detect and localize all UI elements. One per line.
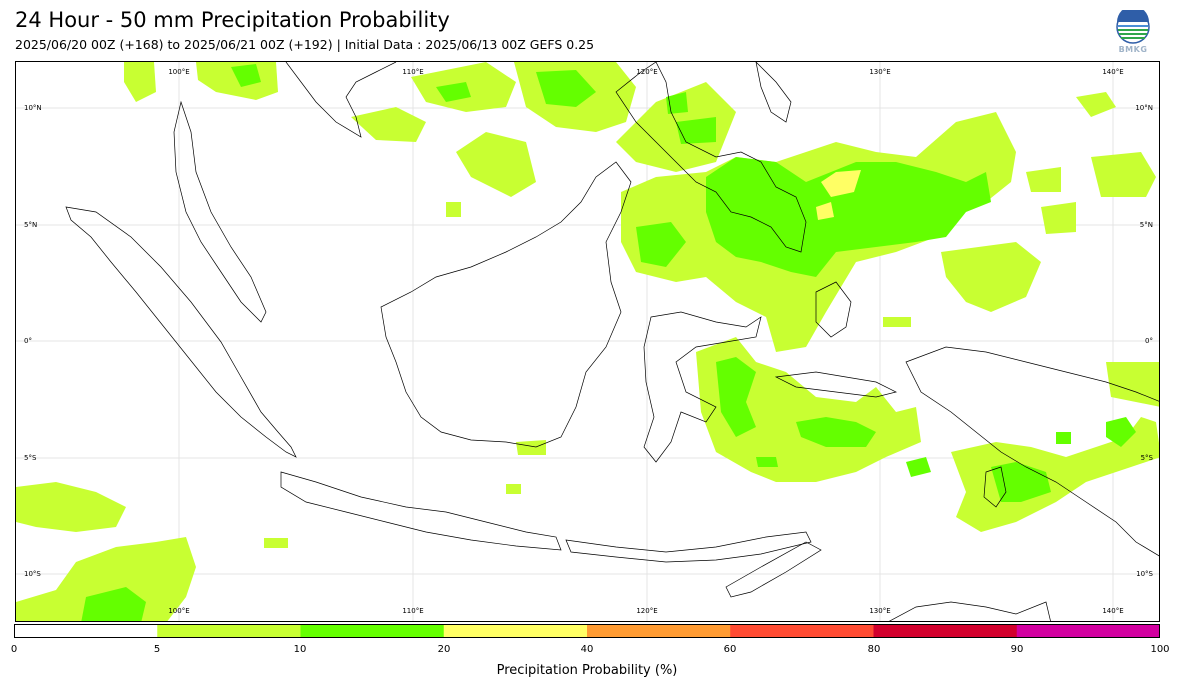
- lon-tick-bottom: 140°E: [1102, 607, 1123, 615]
- colorbar-segment: [730, 624, 874, 638]
- map-subtitle: 2025/06/20 00Z (+168) to 2025/06/21 00Z …: [15, 37, 595, 52]
- lon-tick-bottom: 120°E: [636, 607, 657, 615]
- lon-tick-top: 100°E: [168, 68, 189, 76]
- lat-tick-right: 0°: [1145, 337, 1153, 345]
- lat-tick-left: 10°N: [24, 104, 42, 112]
- lon-tick-bottom: 100°E: [168, 607, 189, 615]
- lat-tick-left: 0°: [24, 337, 32, 345]
- lon-tick-top: 130°E: [869, 68, 890, 76]
- probability-10-20-areas: [81, 64, 1136, 621]
- precipitation-map[interactable]: 100°E 110°E 120°E 130°E 140°E 100°E 110°…: [15, 61, 1160, 622]
- probability-5-10-areas: [16, 62, 1159, 621]
- lat-tick-right: 5°N: [1140, 221, 1153, 229]
- colorbar-segment: [300, 624, 445, 638]
- colorbar-segment: [587, 624, 731, 638]
- colorbar-tick-label: 5: [153, 644, 161, 655]
- map-canvas: 100°E 110°E 120°E 130°E 140°E 100°E 110°…: [16, 62, 1159, 621]
- bmkg-logo-text: BMKG: [1118, 45, 1148, 54]
- colorbar-tick-label: 10: [293, 644, 307, 655]
- colorbar-segment: [443, 624, 588, 638]
- lat-tick-right: 10°S: [1136, 570, 1153, 578]
- colorbar-segment: [1016, 624, 1160, 638]
- colorbar-tick-label: 90: [1010, 644, 1024, 655]
- lon-tick-bottom: 110°E: [402, 607, 423, 615]
- probability-20-40-areas: [816, 170, 861, 220]
- colorbar-tick-label: 0: [10, 644, 18, 655]
- colorbar-tick-label: 100: [1150, 644, 1170, 655]
- lon-tick-top: 140°E: [1102, 68, 1123, 76]
- colorbar-tick-label: 40: [580, 644, 594, 655]
- colorbar-tick-label: 60: [723, 644, 737, 655]
- map-tick-labels: 100°E 110°E 120°E 130°E 140°E 100°E 110°…: [24, 68, 1154, 615]
- map-title: 24 Hour - 50 mm Precipitation Probabilit…: [15, 8, 450, 32]
- colorbar: [14, 624, 1160, 638]
- colorbar-segment: [873, 624, 1018, 638]
- lat-tick-right: 10°N: [1135, 104, 1153, 112]
- lat-tick-left: 5°N: [24, 221, 37, 229]
- colorbar-border: [14, 624, 1160, 638]
- bmkg-logo: [1112, 6, 1154, 56]
- colorbar-segment: [157, 624, 301, 638]
- colorbar-title: Precipitation Probability (%): [496, 663, 678, 678]
- lat-tick-left: 5°S: [24, 454, 37, 462]
- lat-tick-left: 10°S: [24, 570, 41, 578]
- lon-tick-top: 110°E: [402, 68, 423, 76]
- lat-tick-right: 5°S: [1141, 454, 1154, 462]
- lon-tick-top: 120°E: [636, 68, 657, 76]
- colorbar-tick-label: 80: [867, 644, 881, 655]
- colorbar-labels: 0 5 10 20 40 60 80 90 100: [0, 644, 1180, 658]
- lon-tick-bottom: 130°E: [869, 607, 890, 615]
- colorbar-tick-label: 20: [437, 644, 451, 655]
- coastlines: [65, 62, 1159, 621]
- colorbar-segment: [14, 624, 158, 638]
